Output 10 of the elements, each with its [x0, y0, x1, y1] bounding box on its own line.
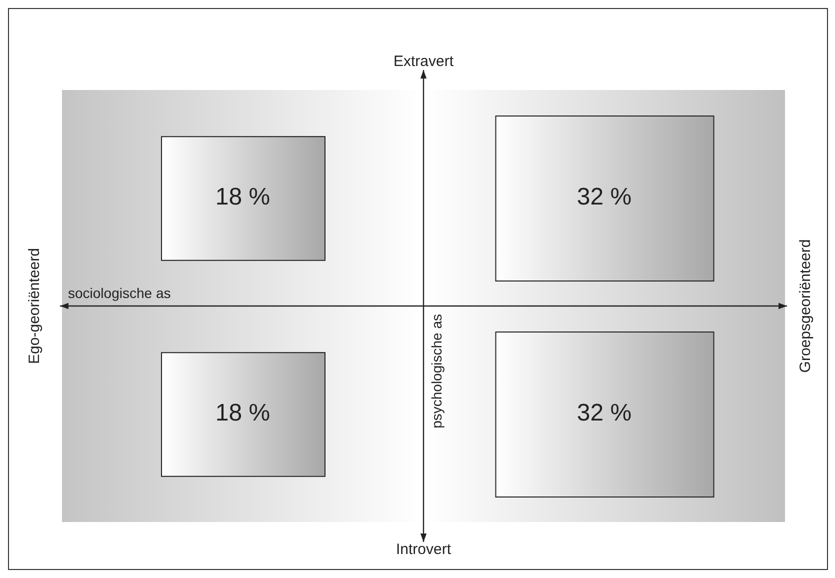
data-label: 32 %: [576, 184, 632, 211]
y-tick-label: Extravert: [393, 53, 454, 70]
x-tick-label: Groepsgeoriënteerd: [797, 239, 814, 373]
x-tick-label: Ego-georiënteerd: [26, 248, 44, 364]
data-label: 18 %: [215, 400, 270, 427]
data-label: 32 %: [576, 400, 632, 427]
annotation: sociologische as: [68, 284, 171, 301]
y-tick-label: Introvert: [396, 541, 452, 558]
annotation: psychologische as: [428, 314, 444, 428]
data-label: 18 %: [215, 184, 270, 211]
